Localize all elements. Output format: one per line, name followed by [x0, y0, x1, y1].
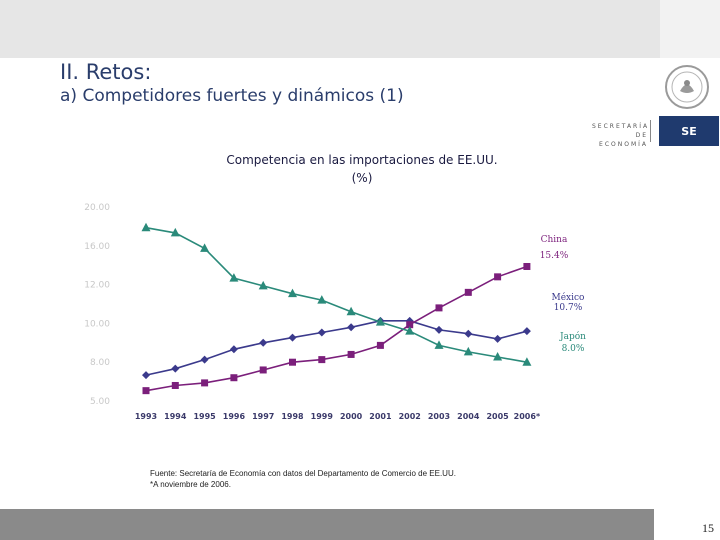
data-point-mxico: [435, 325, 443, 334]
x-tick-label: 2005: [486, 412, 509, 421]
x-tick-label: 2002: [399, 412, 421, 421]
page-subtitle: a) Competidores fuertes y dinámicos (1): [60, 86, 404, 106]
data-point-china: [289, 358, 296, 366]
data-point-japn: [141, 222, 151, 232]
data-point-china: [259, 366, 267, 374]
data-point-china: [347, 350, 355, 358]
x-tick-label: 2003: [428, 412, 450, 421]
data-point-japn: [493, 352, 503, 361]
data-point-japn: [346, 306, 356, 316]
data-point-mxico: [200, 355, 209, 364]
data-point-china: [201, 379, 209, 387]
data-point-japn: [522, 357, 532, 366]
x-tick-label: 1994: [164, 412, 187, 421]
data-point-mxico: [493, 334, 502, 343]
secretaria-line1: SECRETARÍA: [592, 123, 650, 130]
secretaria-line2: DE ECONOMÍA: [599, 132, 648, 148]
series-line-china: [145, 265, 528, 392]
data-point-china: [406, 321, 414, 329]
data-point-china: [142, 387, 150, 395]
chart-title-line1: Competencia en las importaciones de EE.U…: [226, 153, 498, 167]
data-point-mxico: [317, 328, 326, 337]
mexico-seal-icon: [665, 65, 709, 109]
data-point-japn: [170, 227, 180, 237]
data-point-mxico: [259, 338, 268, 347]
y-tick-label: 12.00: [84, 281, 110, 291]
data-point-mxico: [142, 371, 150, 380]
data-point-japn: [317, 295, 327, 304]
logo-background: [660, 0, 720, 58]
x-tick-label: 2001: [369, 412, 392, 421]
page-title: II. Retos:: [60, 60, 152, 84]
source-note: Fuente: Secretaría de Economía con datos…: [150, 468, 456, 490]
data-point-china: [464, 288, 472, 296]
y-tick-label: 10.00: [84, 319, 110, 329]
page-number: 15: [702, 521, 714, 535]
data-point-mxico: [288, 333, 297, 342]
data-point-china: [230, 374, 238, 382]
series-line-japn: [145, 226, 528, 363]
data-point-mxico: [522, 327, 531, 336]
logo-divider: [650, 120, 651, 142]
data-point-japn: [229, 273, 239, 282]
x-tick-label: 1995: [193, 412, 216, 421]
y-tick-label: 8.00: [90, 358, 110, 368]
x-tick-label: 2006*: [514, 412, 541, 421]
series-value-japn: 8.0%: [562, 344, 585, 354]
data-point-china: [435, 304, 443, 312]
data-point-japn: [434, 340, 444, 349]
series-label-china: China: [541, 235, 568, 245]
data-point-china: [171, 381, 179, 389]
series-line-mxico: [145, 319, 528, 376]
x-tick-label: 1993: [135, 412, 157, 421]
page-number-box: 15: [654, 509, 720, 540]
x-tick-label: 1996: [223, 412, 246, 421]
chart-title-line2: (%): [351, 171, 373, 185]
x-tick-label: 1999: [311, 412, 334, 421]
data-point-china: [494, 273, 502, 281]
source-line2: *A noviembre de 2006.: [150, 480, 231, 489]
x-tick-label: 1997: [252, 412, 274, 421]
series-label-mxico: México: [552, 292, 585, 303]
chart-title: Competencia en las importaciones de EE.U…: [180, 151, 544, 187]
x-tick-label: 2004: [457, 412, 480, 421]
y-tick-label: 5.00: [90, 397, 110, 407]
data-point-china: [376, 341, 384, 349]
data-point-japn: [375, 317, 385, 326]
footer-band: [0, 509, 654, 540]
secretaria-label: SECRETARÍA DE ECONOMÍA: [592, 122, 648, 149]
data-point-japn: [200, 243, 210, 252]
data-point-mxico: [347, 323, 356, 332]
data-point-mxico: [229, 345, 238, 354]
x-tick-label: 1998: [281, 412, 304, 421]
data-point-mxico: [171, 364, 180, 373]
series-label-japn: Japón: [559, 331, 586, 342]
data-point-japn: [405, 326, 415, 335]
se-badge: SE: [659, 116, 719, 146]
series-value-china: 15.4%: [540, 251, 569, 261]
data-point-japn: [258, 280, 268, 290]
y-tick-label: 16.00: [84, 242, 110, 252]
data-point-japn: [288, 288, 297, 298]
data-point-china: [318, 356, 326, 364]
data-point-japn: [463, 346, 473, 356]
y-tick-label: 20.00: [84, 203, 110, 213]
data-point-china: [523, 262, 531, 270]
data-point-mxico: [464, 329, 473, 338]
x-tick-label: 2000: [340, 412, 363, 421]
series-value-mxico: 10.7%: [554, 303, 583, 313]
source-line1: Fuente: Secretaría de Economía con datos…: [150, 469, 456, 478]
header-band: [0, 0, 660, 58]
